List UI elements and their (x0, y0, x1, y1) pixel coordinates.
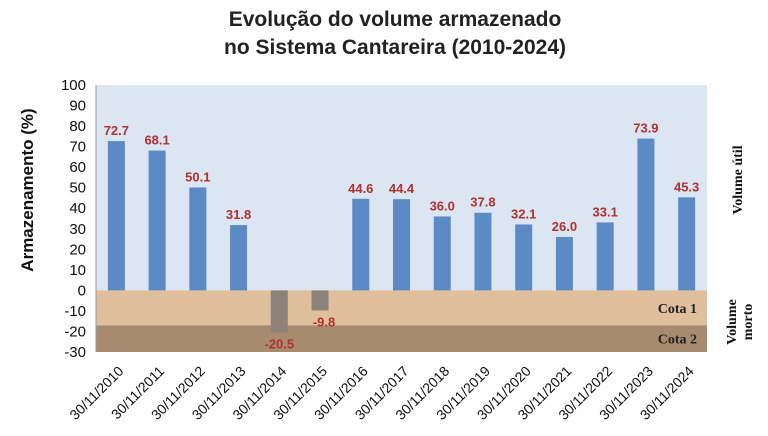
data-label: 31.8 (226, 207, 251, 222)
side-label-volume-morto: Volume morto (725, 299, 756, 344)
side-label-volume-morto-line1: Volume (725, 299, 740, 344)
bar-30/11/2015 (311, 290, 329, 311)
bar-30/11/2021 (555, 236, 573, 291)
data-label: 44.4 (389, 181, 415, 196)
data-label: 32.1 (511, 206, 536, 221)
bar-30/11/2011 (148, 150, 166, 291)
data-label: 44.6 (348, 181, 373, 196)
y-tick-label: 40 (69, 200, 86, 217)
band-2 (96, 325, 707, 352)
bar-30/11/2017 (393, 199, 410, 291)
bar-30/11/2016 (352, 198, 370, 291)
data-label: 36.0 (430, 198, 455, 213)
y-tick-label: 90 (69, 98, 86, 115)
bar-30/11/2013 (230, 225, 248, 291)
bar-30/11/2024 (678, 197, 696, 291)
bar-30/11/2014 (270, 290, 288, 333)
side-label-volume-util: Volume útil (731, 145, 746, 214)
data-label: -9.8 (313, 315, 335, 330)
data-label: 26.0 (552, 219, 577, 234)
y-tick-label: 80 (69, 118, 86, 135)
band-label-2: Cota 2 (658, 333, 697, 348)
bar-30/11/2018 (433, 216, 451, 291)
y-tick-label: 10 (69, 262, 86, 279)
y-tick-label: 100 (61, 77, 86, 94)
y-tick-label: 60 (69, 159, 86, 176)
y-tick-label: 70 (69, 139, 86, 156)
chart-subtitle: no Sistema Cantareira (2010-2024) (224, 36, 566, 59)
band-1 (96, 290, 707, 326)
data-label: 68.1 (144, 133, 169, 148)
bar-30/11/2023 (637, 138, 655, 291)
y-tick-label: -20 (64, 323, 86, 340)
data-label: 72.7 (104, 123, 129, 138)
chart-title: Evolução do volume armazenado (229, 8, 562, 31)
side-label-volume-morto-line2: morto (741, 304, 756, 341)
data-label: 33.1 (593, 204, 618, 219)
data-label: 45.3 (674, 179, 699, 194)
y-tick-label: 20 (69, 241, 86, 258)
bar-30/11/2020 (515, 224, 533, 291)
data-label: 37.8 (470, 195, 495, 210)
bar-30/11/2012 (189, 187, 207, 291)
data-label: -20.5 (264, 336, 294, 351)
band-label-1: Cota 1 (658, 302, 697, 317)
y-axis-label: Armazenamento (%) (18, 108, 37, 271)
y-tick-label: 50 (69, 180, 86, 197)
bar-30/11/2010 (107, 141, 125, 291)
y-tick-label: 0 (78, 282, 86, 299)
y-tick-label: -10 (64, 303, 86, 320)
y-tick-label: 30 (69, 221, 86, 238)
y-tick-label: -30 (64, 344, 86, 361)
bar-30/11/2022 (596, 222, 614, 291)
bar-30/11/2019 (474, 212, 492, 291)
data-label: 50.1 (185, 169, 210, 184)
data-label: 73.9 (633, 121, 658, 136)
